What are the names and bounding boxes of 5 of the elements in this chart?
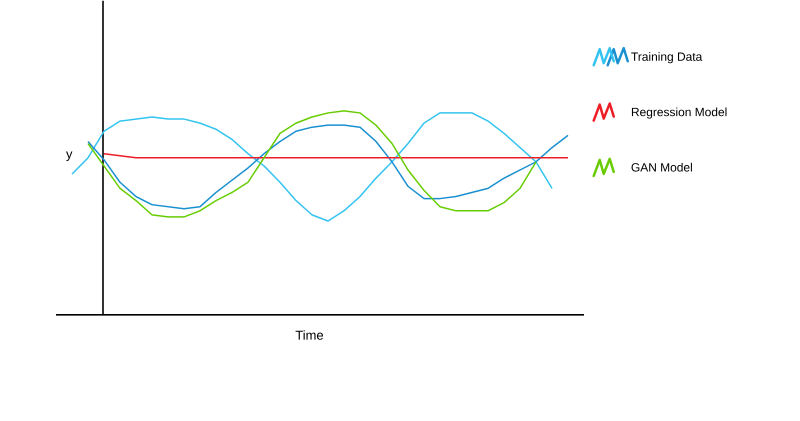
legend-label: Training Data: [631, 52, 702, 64]
x-axis-title: Time: [296, 330, 324, 340]
y-axis-title: y: [66, 152, 72, 162]
legend-label: Regression Model: [632, 108, 726, 119]
legend-label: GAN Model: [632, 162, 692, 172]
